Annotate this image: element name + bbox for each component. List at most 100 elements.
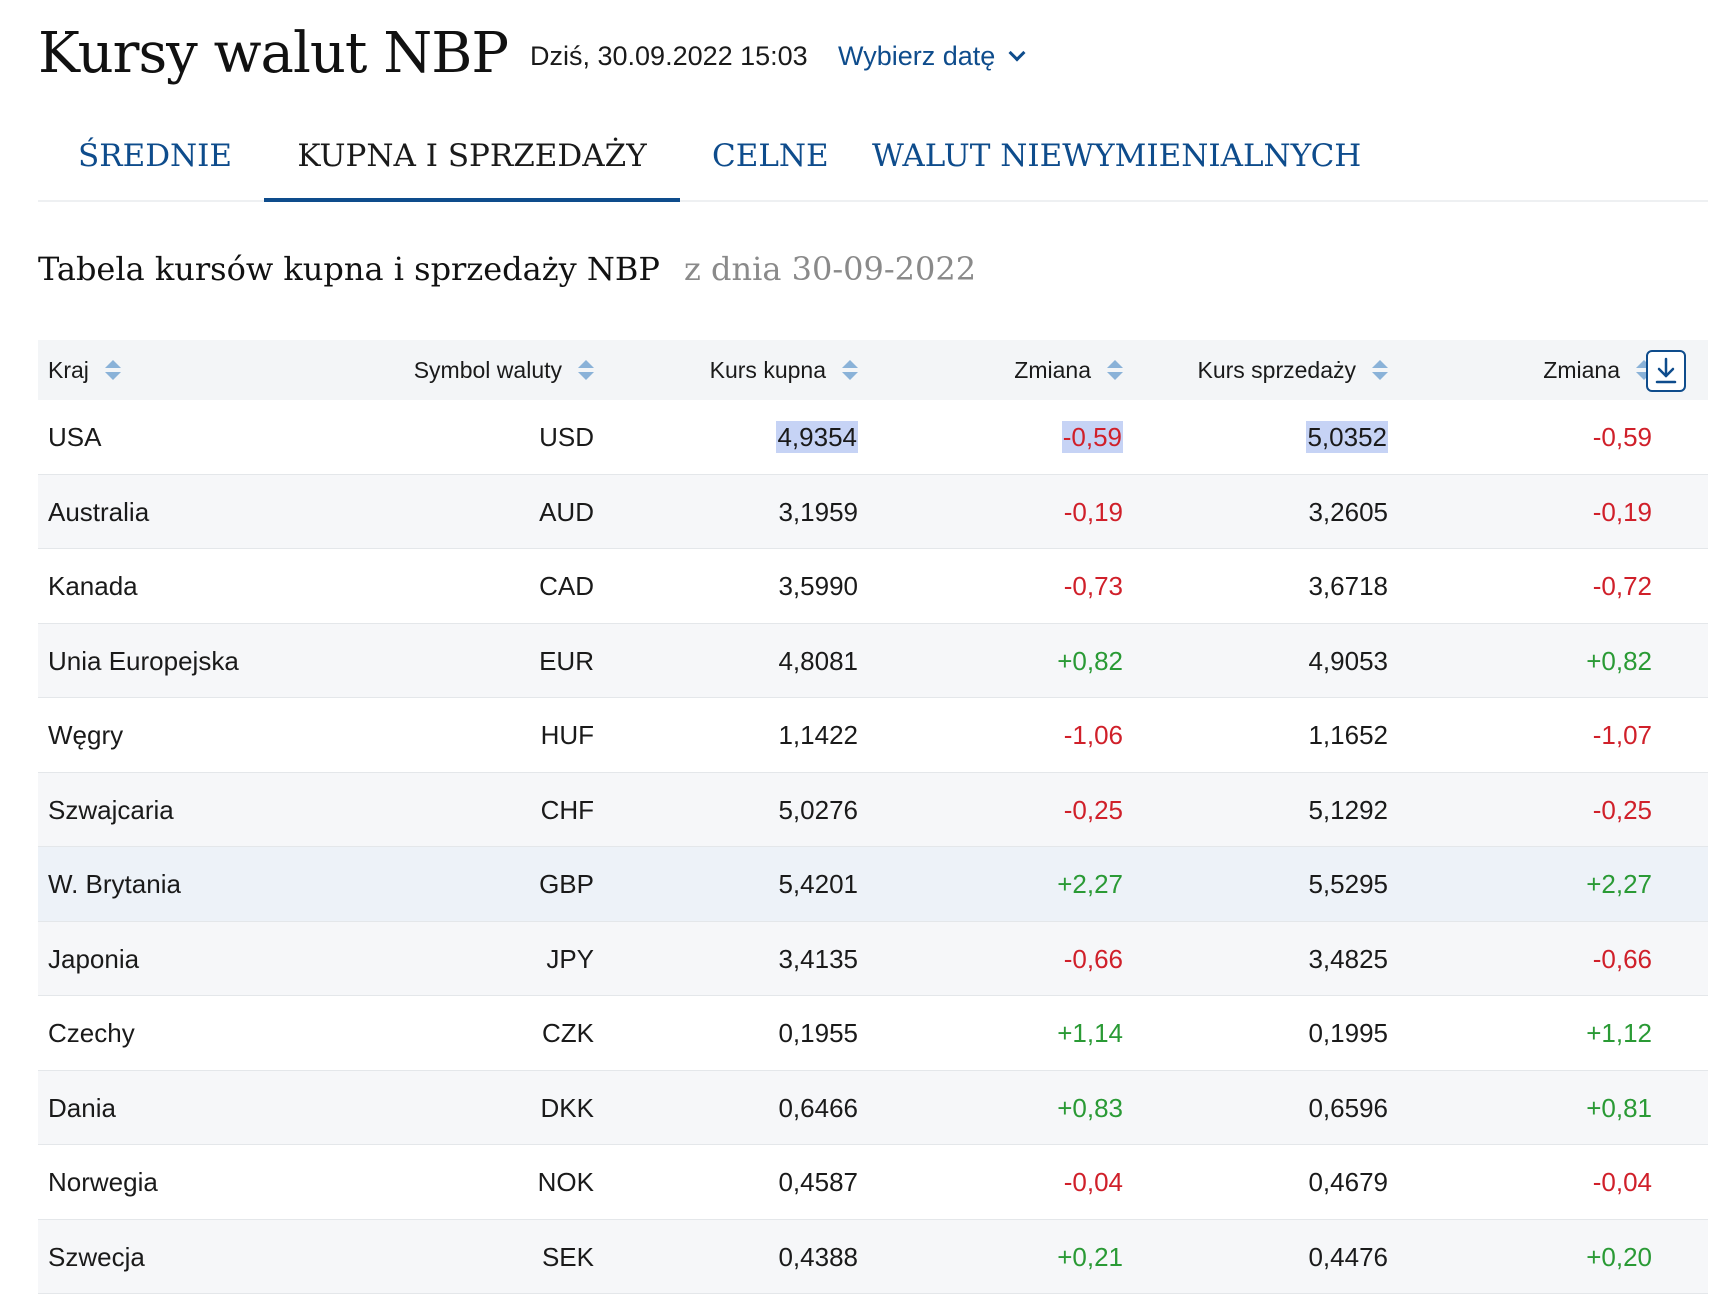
sell-change-cell-value: +0,82 (1586, 645, 1652, 676)
date-picker-button[interactable]: Wybierz datę (838, 41, 1026, 72)
column-label: Symbol waluty (413, 357, 562, 383)
country-cell: W. Brytania (48, 847, 181, 921)
sell-change-cell: +0,20 (1586, 1220, 1652, 1294)
symbol-cell-value: NOK (537, 1167, 594, 1197)
symbol-cell-value: USD (539, 422, 594, 452)
country-cell: Węgry (48, 698, 123, 772)
table-row: Czechy CZK 0,1955 +1,14 0,1995 +1,12 (38, 996, 1708, 1071)
sell-rate-cell-value: 0,6596 (1308, 1092, 1388, 1123)
symbol-cell-value: CHF (540, 794, 594, 825)
sell-change-cell-value: -1,07 (1592, 720, 1652, 750)
symbol-cell-value: CAD (539, 571, 594, 601)
country-cell-value: Unia Europejska (48, 645, 239, 676)
download-button[interactable] (1646, 350, 1686, 392)
buy-rate-cell: 5,0276 (778, 773, 858, 847)
country-cell-value: Szwecja (48, 1241, 145, 1272)
buy-rate-cell-value: 3,5990 (778, 571, 858, 601)
table-row: Norwegia NOK 0,4587 -0,04 0,4679 -0,04 (38, 1145, 1708, 1220)
country-cell: USA (48, 400, 101, 474)
country-cell: Szwajcaria (48, 773, 174, 847)
column-header-zmiana-sprzedazy[interactable]: Zmiana (1543, 340, 1652, 400)
table-row: Australia AUD 3,1959 -0,19 3,2605 -0,19 (38, 474, 1708, 549)
buy-change-cell: -0,04 (1064, 1145, 1123, 1219)
page-title: Kursy walut NBP (38, 20, 509, 86)
country-cell-value: Szwajcaria (48, 794, 174, 825)
sell-change-cell: -0,19 (1593, 475, 1652, 549)
sell-rate-cell-value: 0,4679 (1308, 1167, 1388, 1197)
buy-rate-cell: 1,1422 (778, 698, 858, 772)
buy-rate-cell-value: 0,1955 (778, 1018, 858, 1048)
buy-rate-cell-value: 3,4135 (778, 943, 858, 974)
sell-rate-cell: 4,9053 (1308, 624, 1388, 698)
table-heading: Tabela kursów kupna i sprzedaży NBP z dn… (38, 250, 976, 288)
sell-change-cell: -0,66 (1593, 922, 1652, 996)
buy-rate-cell: 4,8081 (778, 624, 858, 698)
sell-rate-cell-value: 3,4825 (1308, 943, 1388, 974)
table-row: Szwajcaria CHF 5,0276 -0,25 5,1292 -0,25 (38, 772, 1708, 847)
header: Kursy walut NBP Dziś, 30.09.2022 15:03 W… (38, 18, 1708, 88)
table-row: Dania DKK 0,6466 +0,83 0,6596 +0,81 (38, 1070, 1708, 1145)
buy-change-cell-value: -0,66 (1063, 943, 1123, 974)
column-header-kurs-sprzedazy[interactable]: Kurs sprzedaży (1197, 340, 1388, 400)
symbol-cell: SEK (542, 1220, 594, 1294)
sell-rate-cell: 3,4825 (1308, 922, 1388, 996)
symbol-cell-value: EUR (539, 645, 594, 676)
sell-change-cell-value: +2,27 (1586, 869, 1652, 899)
column-header-kurs-kupna[interactable]: Kurs kupna (710, 340, 858, 400)
sell-rate-cell-value: 1,1652 (1308, 720, 1388, 750)
tab-walut-niewymienialnych[interactable]: WALUT NIEWYMIENIALNYCH (872, 138, 1362, 174)
symbol-cell-value: DKK (540, 1092, 594, 1123)
country-cell: Czechy (48, 996, 135, 1070)
sell-rate-cell: 5,0352 (1306, 400, 1388, 474)
country-cell-value: Australia (48, 496, 150, 527)
country-cell-value: Kanada (48, 571, 138, 601)
buy-change-cell: -1,06 (1064, 698, 1123, 772)
buy-change-cell: +2,27 (1057, 847, 1123, 921)
sell-change-cell-value: -0,04 (1592, 1167, 1652, 1197)
table-title: Tabela kursów kupna i sprzedaży NBP (38, 250, 660, 288)
sell-rate-cell: 0,6596 (1308, 1071, 1388, 1145)
country-cell: Norwegia (48, 1145, 158, 1219)
symbol-cell: CAD (539, 549, 594, 623)
table-body: USA USD 4,9354 -0,59 5,0352 -0,59 Australia AUD… (38, 400, 1708, 1294)
symbol-cell: DKK (541, 1071, 594, 1145)
country-cell: Kanada (48, 549, 138, 623)
symbol-cell: CHF (541, 773, 594, 847)
column-header-symbol[interactable]: Symbol waluty (414, 340, 594, 400)
sell-change-cell: +1,12 (1586, 996, 1652, 1070)
country-cell-value: W. Brytania (48, 869, 181, 899)
buy-change-cell-value: +0,82 (1057, 645, 1123, 676)
buy-change-cell: +0,82 (1057, 624, 1123, 698)
sell-change-cell: -0,59 (1593, 400, 1652, 474)
country-cell: Unia Europejska (48, 624, 239, 698)
symbol-cell: JPY (546, 922, 594, 996)
buy-rate-cell: 3,1959 (778, 475, 858, 549)
column-header-kraj[interactable]: Kraj (48, 340, 121, 400)
buy-rate-cell-value: 4,9354 (776, 421, 858, 453)
symbol-cell-value: JPY (546, 943, 594, 974)
column-label: Zmiana (1543, 357, 1620, 383)
sell-change-cell-value: +0,81 (1586, 1092, 1652, 1123)
symbol-cell-value: AUD (539, 496, 594, 527)
country-cell: Japonia (48, 922, 139, 996)
tab-kupna-i-sprzedazy[interactable]: KUPNA I SPRZEDAŻY (264, 138, 680, 202)
buy-change-cell: -0,19 (1064, 475, 1123, 549)
symbol-cell: HUF (541, 698, 594, 772)
sort-arrows-icon (1636, 360, 1652, 380)
symbol-cell: NOK (538, 1145, 594, 1219)
table-date: z dnia 30-09-2022 (684, 250, 977, 288)
buy-rate-cell-value: 5,0276 (778, 794, 858, 825)
country-cell: Dania (48, 1071, 116, 1145)
tab-srednie[interactable]: ŚREDNIE (78, 138, 233, 174)
buy-change-cell-value: -0,25 (1063, 794, 1123, 825)
buy-change-cell: +0,21 (1057, 1220, 1123, 1294)
sell-rate-cell: 0,4679 (1308, 1145, 1388, 1219)
column-header-zmiana-kupna[interactable]: Zmiana (1014, 340, 1123, 400)
sell-change-cell: +2,27 (1586, 847, 1652, 921)
sell-rate-cell: 1,1652 (1308, 698, 1388, 772)
date-picker-label: Wybierz datę (838, 41, 996, 71)
tab-celne[interactable]: CELNE (712, 138, 829, 174)
sell-rate-cell-value: 3,2605 (1308, 496, 1388, 527)
buy-change-cell-value: -0,59 (1061, 421, 1123, 453)
table-type-tabs: ŚREDNIE KUPNA I SPRZEDAŻY CELNE WALUT NI… (38, 128, 1708, 202)
